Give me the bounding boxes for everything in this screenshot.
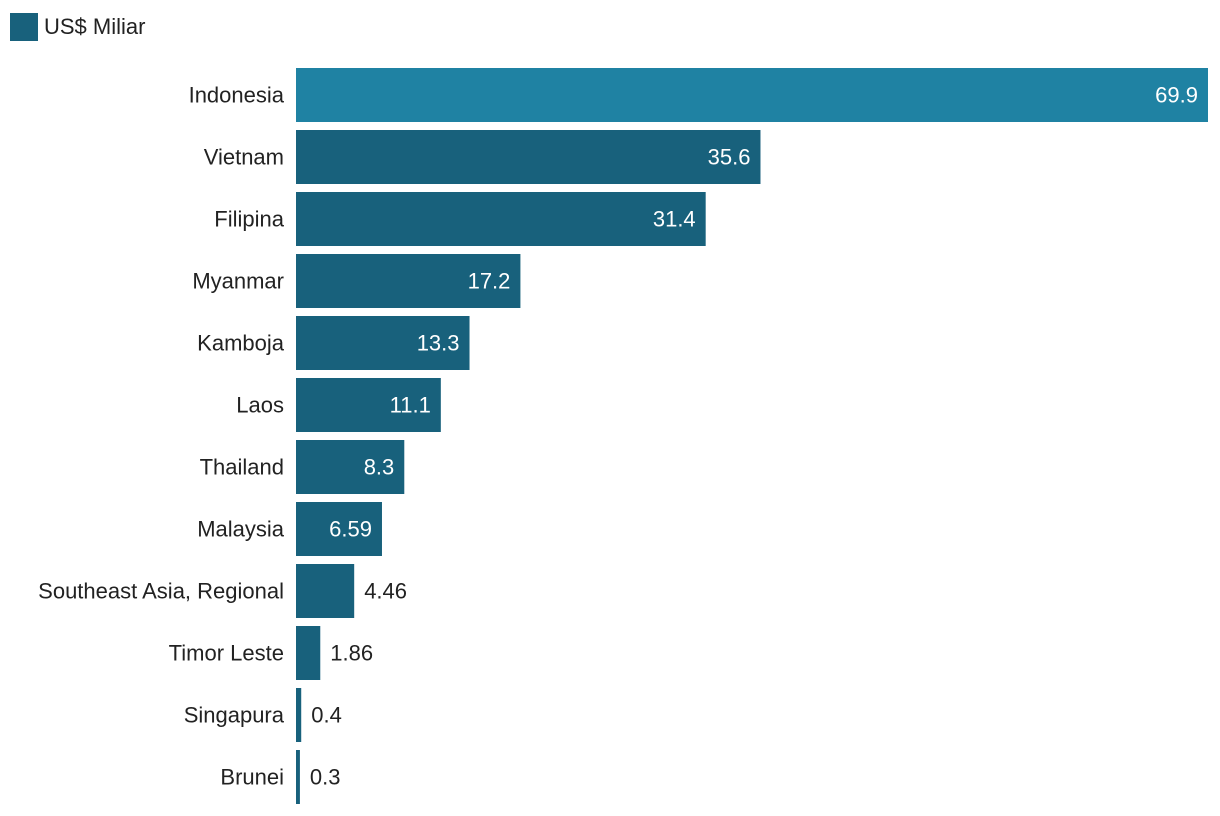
bar [296, 502, 382, 556]
category-label: Laos [236, 393, 284, 418]
value-label: 0.3 [310, 765, 341, 790]
bar [296, 192, 706, 246]
bar [296, 688, 302, 742]
category-label: Vietnam [204, 145, 284, 170]
category-label: Southeast Asia, Regional [38, 579, 284, 604]
value-label: 1.86 [330, 641, 373, 666]
value-label: 11.1 [390, 393, 431, 418]
value-label: 0.4 [311, 703, 342, 728]
bar [296, 626, 321, 680]
value-label: 4.46 [364, 579, 407, 604]
category-label: Filipina [214, 207, 284, 232]
category-label: Thailand [200, 455, 284, 480]
bar [296, 130, 761, 184]
value-label: 69.9 [1155, 83, 1198, 108]
bar [296, 440, 405, 494]
category-label: Indonesia [189, 83, 285, 108]
category-label: Myanmar [192, 269, 284, 294]
bar [296, 378, 441, 432]
bar [296, 564, 355, 618]
category-label: Singapura [184, 703, 285, 728]
legend: US$ Miliar [10, 12, 145, 42]
value-label: 31.4 [653, 207, 696, 232]
category-label: Timor Leste [169, 641, 284, 666]
value-label: 35.6 [708, 145, 751, 170]
legend-swatch [10, 13, 38, 41]
value-label: 8.3 [364, 455, 395, 480]
value-label: 13.3 [417, 331, 460, 356]
bar [296, 750, 300, 804]
bar [296, 254, 521, 308]
value-label: 17.2 [468, 269, 511, 294]
category-label: Kamboja [197, 331, 285, 356]
value-label: 6.59 [329, 517, 372, 542]
bar [296, 316, 470, 370]
bar [296, 68, 1208, 122]
category-label: Malaysia [197, 517, 285, 542]
category-label: Brunei [220, 765, 284, 790]
legend-label: US$ Miliar [44, 14, 146, 39]
